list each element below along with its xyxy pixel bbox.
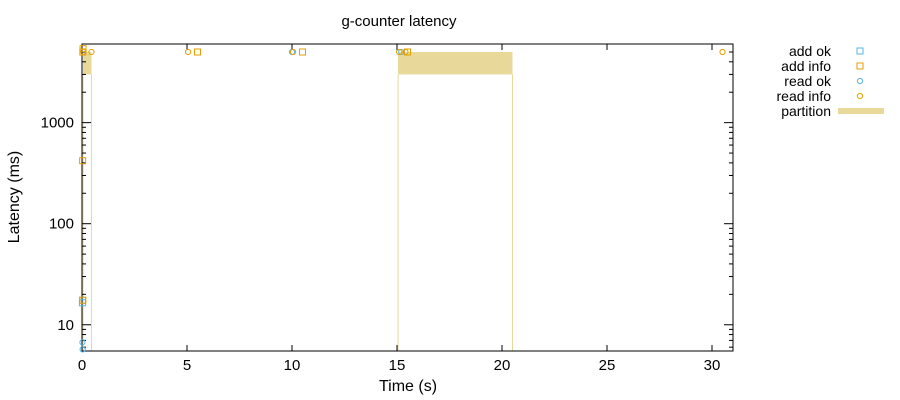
x-tick-label: 30 bbox=[704, 357, 721, 374]
read-info-point bbox=[402, 48, 409, 56]
x-tick-label: 0 bbox=[78, 357, 86, 374]
add-info-point bbox=[79, 157, 87, 165]
read-info-point bbox=[184, 48, 192, 56]
legend-label: read info bbox=[777, 88, 832, 104]
legend-label: read ok bbox=[784, 73, 832, 89]
read-info-point bbox=[289, 48, 297, 56]
legend-marker bbox=[856, 77, 864, 85]
read-info-point bbox=[719, 48, 726, 56]
read-info-point bbox=[80, 48, 87, 56]
plot-frame bbox=[81, 43, 734, 352]
plot-area: 0 5 10 15 20 25 30 10 100 1000 bbox=[41, 43, 734, 374]
x-tick-label: 10 bbox=[284, 357, 301, 374]
legend-marker bbox=[856, 62, 864, 70]
y-tick-label: 100 bbox=[49, 216, 74, 233]
add-info-point bbox=[299, 48, 306, 56]
x-tick-label: 5 bbox=[183, 357, 191, 374]
read-ok-point bbox=[79, 346, 86, 353]
legend-partition-swatch bbox=[838, 108, 884, 114]
add-info-point bbox=[404, 48, 411, 56]
x-tick-label: 25 bbox=[599, 357, 616, 374]
read-ok-point bbox=[398, 48, 405, 56]
read-ok-point bbox=[79, 339, 86, 346]
legend-marker bbox=[856, 92, 864, 100]
add-info-point bbox=[194, 48, 201, 56]
x-axis-title: Time (s) bbox=[379, 378, 437, 395]
read-info-point bbox=[396, 48, 403, 56]
x-tick-label: 20 bbox=[494, 357, 511, 374]
add-info-point bbox=[79, 296, 87, 304]
legend-marker bbox=[856, 47, 864, 55]
partition-band bbox=[398, 52, 513, 75]
legend-label: partition bbox=[781, 103, 831, 119]
y-tick-label: 10 bbox=[57, 317, 74, 334]
y-tick-label: 1000 bbox=[41, 115, 74, 132]
x-tick-label: 15 bbox=[389, 357, 406, 374]
y-axis-title: Latency (ms) bbox=[6, 151, 23, 243]
chart-title: g-counter latency bbox=[341, 13, 457, 30]
legend-label: add info bbox=[781, 58, 831, 74]
legend-label: add ok bbox=[789, 43, 832, 59]
read-info-point bbox=[88, 48, 95, 56]
partition-band bbox=[83, 52, 92, 75]
